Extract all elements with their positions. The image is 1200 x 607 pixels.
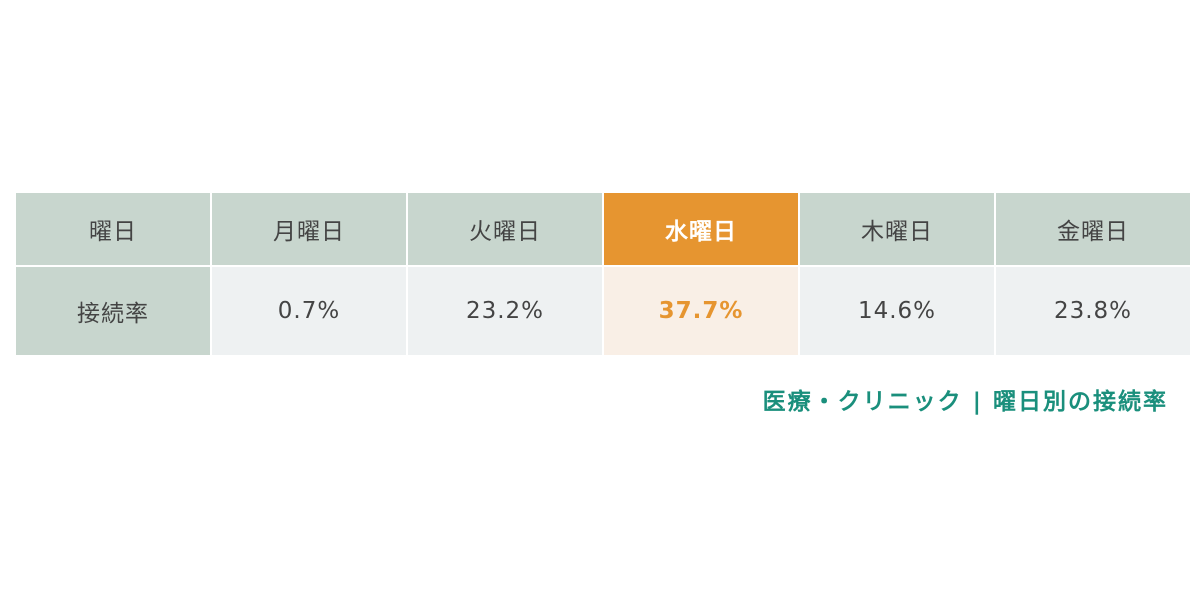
day-header-wednesday: 水曜日	[604, 193, 798, 265]
day-header-tuesday: 火曜日	[408, 193, 602, 265]
row-header-label: 曜日	[16, 193, 210, 265]
rate-value-wednesday: 37.7%	[604, 267, 798, 355]
day-header-thursday: 木曜日	[800, 193, 994, 265]
day-header-friday: 金曜日	[996, 193, 1190, 265]
chart-caption: 医療・クリニック | 曜日別の接続率	[762, 389, 1168, 415]
rate-value-friday: 23.8%	[996, 267, 1190, 355]
connection-rate-table: 曜日 月曜日 火曜日 水曜日 木曜日 金曜日 接続率 0.7% 23.2% 37…	[16, 193, 1190, 355]
rate-value-monday: 0.7%	[212, 267, 406, 355]
rate-value-thursday: 14.6%	[800, 267, 994, 355]
metric-label: 接続率	[16, 267, 210, 355]
day-header-monday: 月曜日	[212, 193, 406, 265]
rate-value-tuesday: 23.2%	[408, 267, 602, 355]
